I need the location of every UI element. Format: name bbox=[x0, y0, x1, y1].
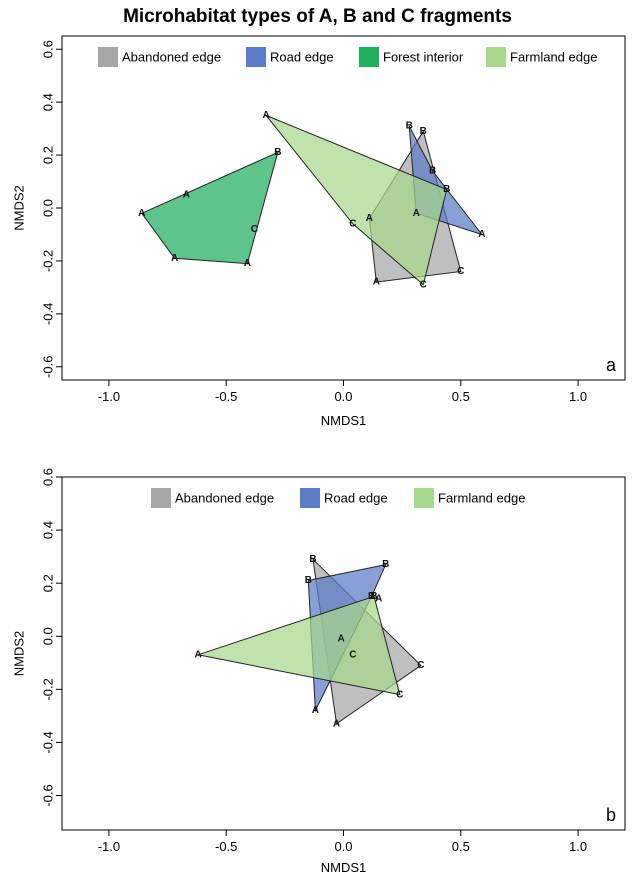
legend-label-forest-interior: Forest interior bbox=[383, 49, 464, 64]
x-tick-label: 0.0 bbox=[334, 839, 352, 854]
y-axis-label: NMDS2 bbox=[11, 631, 26, 677]
y-axis-label: NMDS2 bbox=[11, 185, 26, 231]
point-label-abandoned-edge: B bbox=[420, 126, 427, 137]
y-tick-label: -0.2 bbox=[40, 678, 55, 700]
x-axis-label: NMDS1 bbox=[321, 413, 367, 428]
point-label-abandoned-edge: A bbox=[366, 213, 373, 224]
legend-swatch-farmland-edge bbox=[486, 47, 506, 67]
point-label-road-edge: A bbox=[312, 705, 319, 716]
y-tick-label: -0.2 bbox=[40, 250, 55, 272]
x-tick-label: -0.5 bbox=[215, 839, 237, 854]
y-tick-label: 0.0 bbox=[40, 199, 55, 217]
hull-forest-interior bbox=[141, 151, 279, 265]
point-label-forest-interior: A bbox=[138, 208, 145, 219]
point-label-road-edge: A bbox=[478, 229, 485, 240]
x-tick-label: -0.5 bbox=[215, 389, 237, 404]
y-tick-label: 0.0 bbox=[40, 627, 55, 645]
point-label-road-edge: A bbox=[413, 208, 420, 219]
panel-label: b bbox=[606, 805, 616, 825]
hull-farmland-edge bbox=[264, 114, 448, 286]
y-tick-label: 0.4 bbox=[40, 93, 55, 111]
point-label-forest-interior: B bbox=[274, 147, 281, 158]
y-tick-label: 0.6 bbox=[40, 40, 55, 58]
point-label-farmland-edge: B bbox=[443, 184, 450, 195]
legend-label-abandoned-edge: Abandoned edge bbox=[175, 490, 274, 505]
hull-farmland-edge bbox=[196, 595, 401, 696]
point-label-farmland-edge: C bbox=[420, 279, 427, 290]
point-label-farmland-edge: C bbox=[349, 219, 356, 230]
legend-swatch-forest-interior bbox=[359, 47, 379, 67]
y-tick-label: -0.4 bbox=[40, 731, 55, 753]
legend-label-abandoned-edge: Abandoned edge bbox=[122, 49, 221, 64]
panel-label: a bbox=[606, 355, 617, 375]
point-label-road-edge: B bbox=[406, 121, 413, 132]
point-label-farmland-edge: A bbox=[338, 634, 345, 645]
point-label-farmland-edge: B bbox=[370, 591, 377, 602]
legend-label-road-edge: Road edge bbox=[270, 49, 334, 64]
point-label-farmland-edge: C bbox=[396, 689, 403, 700]
legend-swatch-abandoned-edge bbox=[151, 488, 171, 508]
point-label-road-edge: B bbox=[305, 575, 312, 586]
y-tick-label: 0.4 bbox=[40, 521, 55, 539]
y-tick-label: 0.2 bbox=[40, 146, 55, 164]
x-tick-label: 0.0 bbox=[334, 389, 352, 404]
point-label-abandoned-edge: A bbox=[333, 718, 340, 729]
x-tick-label: 0.5 bbox=[452, 839, 470, 854]
point-label-road-edge: B bbox=[382, 559, 389, 570]
point-label-road-edge: B bbox=[429, 166, 436, 177]
point-label-farmland-edge: A bbox=[194, 649, 201, 660]
point-label-forest-interior: C bbox=[251, 224, 258, 235]
chart-panel-a: -1.0 -0.5 0.0 0.5 1.0 -0.6 -0.4 -0.2 0.0 0.2 0.4 0.… bbox=[11, 35, 626, 428]
point-label-farmland-edge: A bbox=[262, 110, 269, 121]
legend-swatch-road-edge bbox=[246, 47, 266, 67]
point-label-abandoned-edge: C bbox=[417, 660, 424, 671]
point-label-abandoned-edge: A bbox=[373, 277, 380, 288]
point-label-forest-interior: A bbox=[183, 189, 190, 200]
legend-swatch-road-edge bbox=[300, 488, 320, 508]
x-tick-label: -1.0 bbox=[98, 839, 120, 854]
point-label-abandoned-edge: A bbox=[375, 594, 382, 605]
legend-label-farmland-edge: Farmland edge bbox=[510, 49, 597, 64]
x-axis-label: NMDS1 bbox=[321, 860, 367, 875]
y-tick-label: -0.6 bbox=[40, 784, 55, 806]
y-tick-label: -0.4 bbox=[40, 303, 55, 325]
x-tick-label: 1.0 bbox=[569, 839, 587, 854]
point-label-abandoned-edge: C bbox=[457, 266, 464, 277]
x-tick-label: 1.0 bbox=[569, 389, 587, 404]
y-tick-label: 0.2 bbox=[40, 574, 55, 592]
point-label-road-edge: B bbox=[368, 591, 375, 602]
point-label-farmland-edge: C bbox=[349, 649, 356, 660]
y-tick-label: -0.6 bbox=[40, 356, 55, 378]
point-label-forest-interior: A bbox=[244, 258, 251, 269]
figure-title: Microhabitat types of A, B and C fragmen… bbox=[123, 6, 512, 27]
chart-panel-b: -1.0 -0.5 0.0 0.5 1.0 -0.6 -0.4 -0.2 0.0 0.2 0.4 0.… bbox=[11, 468, 626, 875]
legend-swatch-farmland-edge bbox=[414, 488, 434, 508]
y-tick-label: 0.6 bbox=[40, 468, 55, 486]
x-tick-label: -1.0 bbox=[98, 389, 120, 404]
legend-label-road-edge: Road edge bbox=[324, 490, 388, 505]
point-label-forest-interior: A bbox=[171, 253, 178, 264]
legend-swatch-abandoned-edge bbox=[98, 47, 118, 67]
x-tick-label: 0.5 bbox=[452, 389, 470, 404]
point-label-abandoned-edge: B bbox=[309, 554, 316, 565]
legend-label-farmland-edge: Farmland edge bbox=[438, 490, 525, 505]
